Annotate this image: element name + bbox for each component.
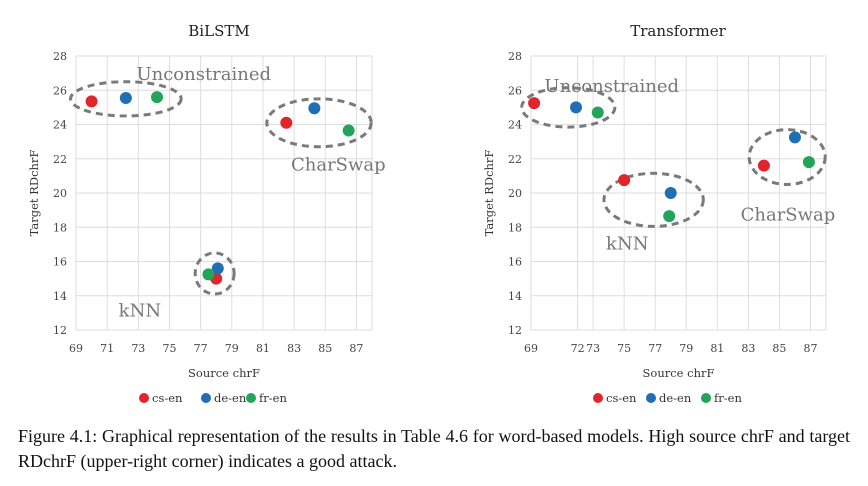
legend-marker-fr-en — [246, 393, 256, 403]
data-point-fr-en — [202, 268, 215, 281]
data-point-de-en — [119, 91, 132, 104]
legend-marker-fr-en — [701, 393, 711, 403]
y-tick-label: 26 — [508, 84, 522, 97]
data-point-cs-en — [757, 159, 770, 172]
data-point-fr-en — [663, 210, 676, 223]
data-point-cs-en — [618, 174, 631, 187]
x-tick-label: 69 — [524, 342, 538, 355]
y-tick-label: 28 — [508, 50, 522, 63]
legend-marker-cs-en — [139, 393, 149, 403]
data-point-de-en — [308, 102, 321, 115]
y-tick-label: 12 — [53, 324, 67, 337]
figure-caption: Figure 4.1: Graphical representation of … — [18, 426, 850, 471]
cluster-label: CharSwap — [741, 204, 836, 225]
cluster-ellipse — [520, 86, 617, 129]
x-tick-label: 77 — [194, 342, 208, 355]
chart-title: Transformer — [630, 22, 726, 40]
x-tick-label: 73 — [586, 342, 600, 355]
y-tick-label: 22 — [508, 153, 522, 166]
legend-marker-cs-en — [593, 393, 603, 403]
data-point-fr-en — [802, 156, 815, 169]
y-tick-label: 20 — [508, 187, 522, 200]
cluster-ellipse — [747, 128, 827, 186]
x-tick-label: 77 — [648, 342, 662, 355]
legend-marker-de-en — [646, 393, 656, 403]
chart-bilstm: BiLSTM 69 71 73 75 77 79 81 83 85 87 12 14 16 18 20 22 24… — [27, 22, 386, 380]
legend-label: fr-en — [259, 391, 287, 405]
x-tick-label: 79 — [679, 342, 693, 355]
legend-label: fr-en — [714, 391, 742, 405]
y-axis-label: Target RDchrF — [482, 150, 496, 237]
x-tick-label: 85 — [318, 342, 332, 355]
x-tick-label: 75 — [617, 342, 631, 355]
x-axis-label: Source chrF — [188, 366, 260, 380]
legend: cs-en de-en fr-en cs-en de-en fr-en — [139, 391, 742, 405]
x-tick-label: 73 — [131, 342, 145, 355]
y-tick-label: 28 — [53, 50, 67, 63]
chart-transformer: Transformer 69 72 73 75 77 79 81 83 85 87 12 14 16 18 2… — [482, 22, 835, 380]
y-tick-label: 20 — [53, 187, 67, 200]
y-tick-label: 24 — [508, 119, 522, 132]
y-tick-label: 18 — [53, 221, 67, 234]
cluster-label: Unconstrained — [544, 76, 679, 97]
data-point-de-en — [664, 187, 677, 199]
x-tick-label: 83 — [287, 342, 301, 355]
y-tick-label: 26 — [53, 84, 67, 97]
y-tick-label: 16 — [53, 256, 67, 269]
cluster-label: kNN — [119, 300, 161, 321]
x-tick-label: 87 — [349, 342, 363, 355]
y-tick-label: 24 — [53, 119, 67, 132]
x-tick-label: 81 — [256, 342, 270, 355]
y-tick-label: 18 — [508, 221, 522, 234]
cluster-ellipse — [193, 251, 236, 296]
cluster-ellipse — [602, 171, 705, 228]
x-tick-label: 83 — [741, 342, 755, 355]
x-tick-label: 71 — [100, 342, 114, 355]
cluster-ellipse — [69, 80, 183, 118]
data-point-fr-en — [342, 124, 355, 137]
data-point-de-en — [788, 131, 801, 144]
plot-frame — [75, 55, 373, 331]
y-tick-label: 14 — [508, 290, 522, 303]
chart-title: BiLSTM — [188, 22, 249, 40]
data-point-fr-en — [151, 91, 164, 104]
cluster-label: kNN — [606, 234, 648, 255]
x-tick-label: 72 — [571, 342, 585, 355]
cluster-label: Unconstrained — [136, 64, 271, 85]
data-point-cs-en — [528, 97, 541, 110]
y-tick-label: 16 — [508, 256, 522, 269]
x-tick-label: 81 — [710, 342, 724, 355]
figure: BiLSTM 69 71 73 75 77 79 81 83 85 87 12 14 16 18 20 22 24… — [27, 22, 835, 405]
cluster-ellipse — [265, 97, 373, 149]
cluster-label: CharSwap — [291, 155, 386, 176]
y-axis-label: Target RDchrF — [27, 150, 41, 237]
y-tick-label: 22 — [53, 153, 67, 166]
x-tick-label: 79 — [225, 342, 239, 355]
x-tick-label: 85 — [772, 342, 786, 355]
legend-label: cs-en — [152, 391, 183, 405]
x-tick-label: 75 — [162, 342, 176, 355]
x-tick-label: 87 — [803, 342, 817, 355]
data-point-de-en — [211, 262, 224, 275]
x-tick-label: 69 — [69, 342, 83, 355]
legend-label: de-en — [659, 391, 692, 405]
y-tick-label: 14 — [53, 290, 67, 303]
plot-frame — [530, 55, 827, 331]
data-point-fr-en — [591, 106, 604, 119]
data-point-cs-en — [280, 116, 293, 129]
x-axis-label: Source chrF — [643, 366, 715, 380]
y-tick-label: 12 — [508, 324, 522, 337]
data-point-de-en — [570, 101, 583, 114]
legend-label: cs-en — [606, 391, 637, 405]
legend-label: de-en — [214, 391, 247, 405]
legend-marker-de-en — [201, 393, 211, 403]
data-point-cs-en — [85, 95, 98, 108]
